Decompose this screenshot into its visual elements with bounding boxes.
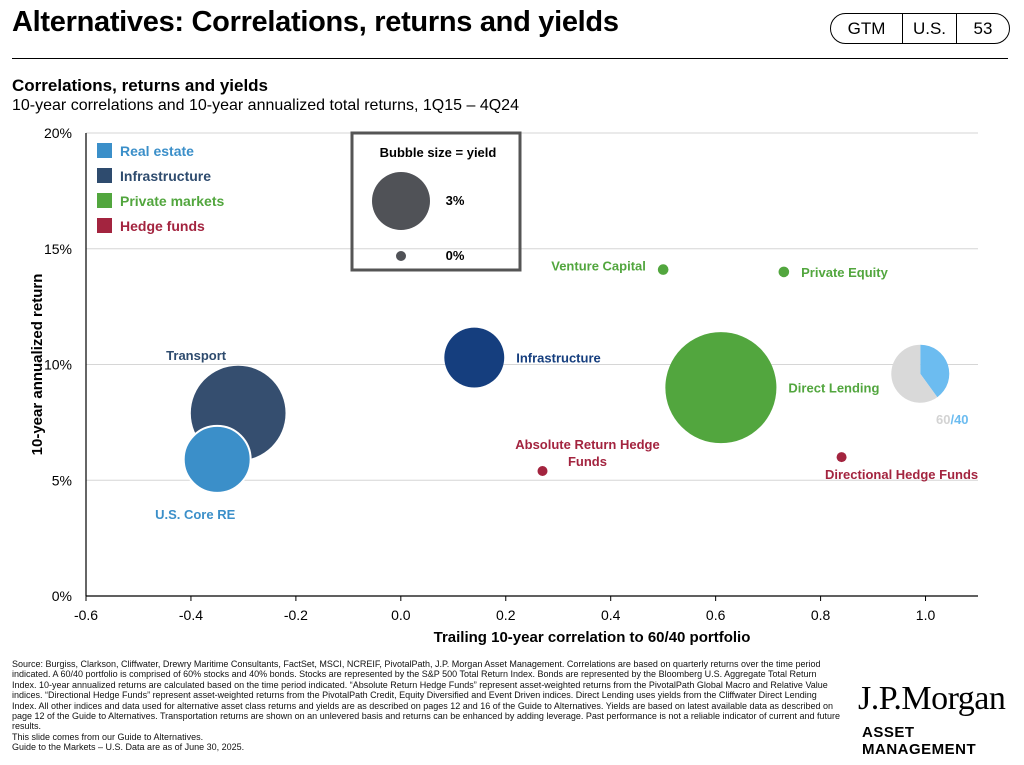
- y-axis-title: 10-year annualized return: [29, 274, 46, 456]
- footnote-source: Source: Burgiss, Clarkson, Cliffwater, D…: [12, 659, 841, 732]
- data-label-directional-hedge-funds: Directional Hedge Funds: [825, 467, 978, 482]
- y-tick-label: 15%: [44, 241, 72, 257]
- x-tick-label: 1.0: [916, 607, 936, 623]
- bubble-venture-capital: [657, 264, 669, 275]
- badge-region: U.S.: [903, 14, 957, 43]
- data-label-infrastructure: Infrastructure: [516, 351, 601, 366]
- x-tick-label: 0.4: [601, 607, 621, 623]
- footnote: Source: Burgiss, Clarkson, Cliffwater, D…: [12, 659, 842, 753]
- bubble-private-equity: [778, 266, 790, 278]
- bubble-u-s-core-re: [182, 424, 252, 494]
- legend-label: Private markets: [120, 193, 225, 209]
- x-tick-label: -0.4: [179, 607, 203, 623]
- y-tick-label: 5%: [52, 472, 72, 488]
- size-legend-box: [350, 131, 522, 272]
- legend-swatch: [97, 193, 112, 208]
- page-badge: GTM U.S. 53: [830, 13, 1010, 44]
- pie-slice-bonds: [920, 344, 950, 398]
- data-label-60-40: 60/40: [936, 412, 969, 427]
- data-label-private-equity: Private Equity: [801, 265, 888, 280]
- bubble-direct-lending: [665, 332, 777, 444]
- x-tick-label: 0.8: [811, 607, 831, 623]
- data-label-venture-capital: Venture Capital: [551, 259, 646, 274]
- size-legend-bubble: [372, 172, 430, 230]
- pie-slice-stocks: [891, 344, 938, 403]
- x-tick-label: 0.0: [391, 607, 411, 623]
- asset-management-logo: ASSET MANAGEMENT: [862, 724, 977, 758]
- data-label-transport: Transport: [166, 348, 227, 363]
- size-legend-title: Bubble size = yield: [380, 145, 497, 160]
- data-label-absolute-return-hedge-funds-line1: Absolute Return Hedge: [515, 437, 659, 452]
- page-title: Alternatives: Correlations, returns and …: [12, 6, 619, 38]
- footnote-data-date: Guide to the Markets – U.S. Data are as …: [12, 742, 245, 753]
- footnote-slide-origin: This slide comes from our Guide to Alter…: [12, 731, 204, 742]
- bubble-directional-hedge-funds: [836, 452, 847, 463]
- y-tick-label: 20%: [44, 125, 72, 141]
- legend-swatch: [97, 218, 112, 233]
- legend-label: Real estate: [120, 143, 194, 159]
- x-tick-label: -0.2: [284, 607, 308, 623]
- data-label-u-s-core-re: U.S. Core RE: [155, 507, 236, 522]
- legend-swatch: [97, 143, 112, 158]
- legend-swatch: [97, 168, 112, 183]
- x-tick-label: 0.6: [706, 607, 726, 623]
- bubble-absolute-return-hedge-funds: [537, 465, 548, 476]
- title-divider: [12, 58, 1008, 59]
- data-label-absolute-return-hedge-funds-line2: Funds: [568, 454, 607, 469]
- x-tick-label: -0.6: [74, 607, 98, 623]
- chart-title: Correlations, returns and yields: [12, 76, 269, 95]
- badge-page-number: 53: [973, 18, 993, 38]
- bubble-infrastructure: [444, 327, 505, 388]
- legend-label: Infrastructure: [120, 168, 211, 184]
- badge-guide: GTM: [831, 14, 903, 43]
- size-legend-label: 0%: [446, 248, 465, 263]
- y-tick-label: 10%: [44, 357, 72, 373]
- jpmorgan-logo: J.P.Morgan: [858, 680, 1006, 717]
- bubble-chart: 0% 5% 10% 15% 20% -0.6 -0.4 -0.2 0.0 0.2 0.4 0.6 0.8…: [29, 125, 978, 646]
- size-legend-label: 3%: [446, 193, 465, 208]
- x-axis-title: Trailing 10-year correlation to 60/40 po…: [434, 629, 751, 646]
- x-tick-label: 0.2: [496, 607, 516, 623]
- size-legend-bubble: [396, 251, 406, 261]
- chart-subtitle: 10-year correlations and 10-year annuali…: [12, 97, 519, 114]
- data-label-direct-lending: Direct Lending: [788, 381, 879, 396]
- legend-label: Hedge funds: [120, 218, 205, 234]
- y-tick-label: 0%: [52, 588, 72, 604]
